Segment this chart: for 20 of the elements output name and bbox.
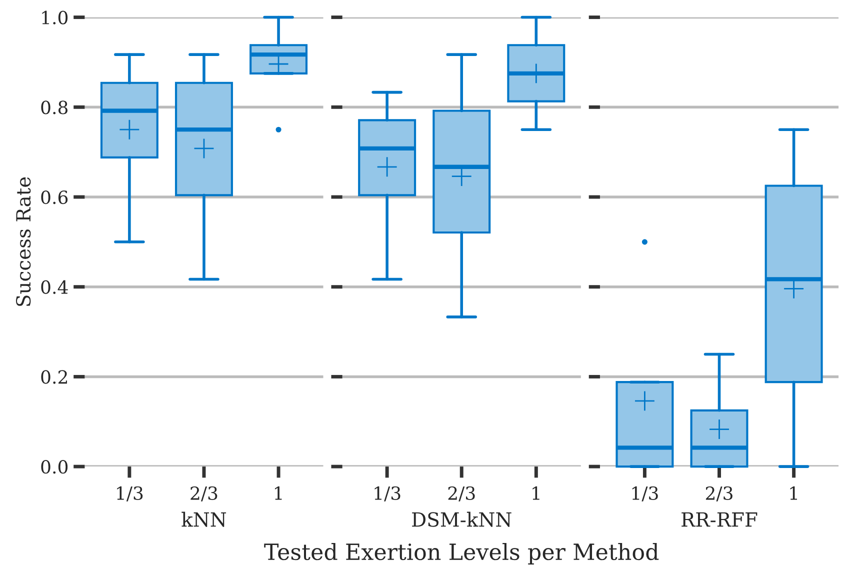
- y-tick-label: 1.0: [42, 10, 68, 24]
- x-tick-label: 1/3: [117, 486, 143, 502]
- x-tick-label: 1: [532, 486, 540, 500]
- y-tick-label: 0.2: [41, 370, 67, 384]
- x-tick-label: 1/3: [374, 486, 400, 502]
- x-axis-title: DSM-kNN: [412, 512, 512, 527]
- y-tick-label: 0.6: [41, 190, 68, 204]
- x-tick-label: 1: [790, 486, 797, 500]
- x-tick-label: 1/3: [632, 486, 658, 502]
- y-axis-title: Success Rate: [16, 177, 31, 306]
- y-tick-label: 0.4: [41, 280, 68, 294]
- y-tick-label: 0.0: [41, 460, 68, 474]
- text: Tested Exertion Levels per Method: [264, 542, 659, 564]
- x-axis-title: kNN: [182, 512, 226, 527]
- x-tick-label: 1: [274, 486, 282, 500]
- x-tick-label: 2/3: [706, 486, 732, 502]
- x-tick-label: 2/3: [448, 486, 475, 502]
- y-tick-label: 0.8: [41, 100, 68, 114]
- x-axis-title: RR-RFF: [682, 512, 758, 527]
- x-tick-label: 2/3: [190, 486, 218, 502]
